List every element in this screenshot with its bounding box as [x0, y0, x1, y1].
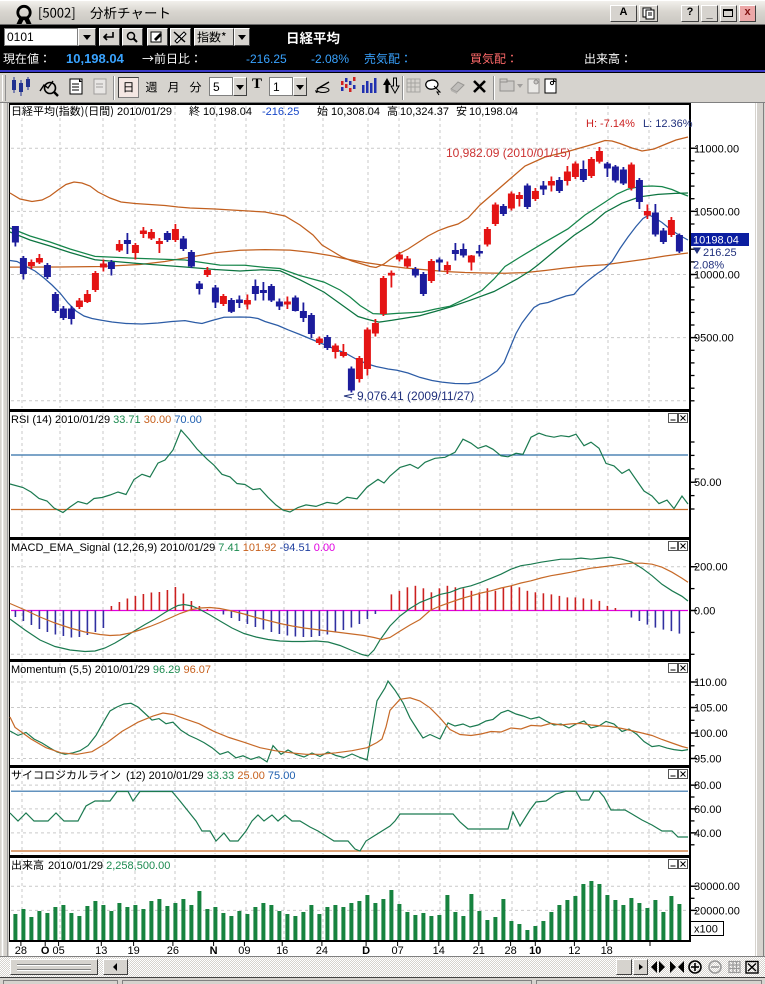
svg-text:110.00: 110.00: [694, 677, 727, 689]
svg-text:10,308.04: 10,308.04: [331, 106, 380, 118]
svg-text:O: O: [41, 945, 50, 956]
svg-text:40.00: 40.00: [694, 828, 722, 840]
svg-text:10500.00: 10500.00: [694, 206, 740, 218]
svg-text:2010/01/29: 2010/01/29: [117, 106, 172, 118]
svg-text:216.25: 216.25: [703, 247, 737, 259]
svg-text:10,324.37: 10,324.37: [400, 106, 449, 118]
svg-text:Momentum (5,5) 2010/01/29 96.2: Momentum (5,5) 2010/01/29 96.29 96.07: [11, 664, 211, 676]
svg-text:x100: x100: [694, 924, 718, 936]
svg-text:11000.00: 11000.00: [694, 143, 739, 155]
svg-text:-216.25: -216.25: [262, 106, 299, 118]
svg-text:10,198.04: 10,198.04: [203, 106, 252, 118]
svg-text:10: 10: [529, 945, 541, 956]
svg-text:16: 16: [276, 945, 288, 956]
svg-text:9,076.41 (2009/11/27): 9,076.41 (2009/11/27): [357, 389, 474, 403]
svg-text:26: 26: [167, 945, 179, 956]
svg-text:20000.00: 20000.00: [694, 905, 740, 917]
svg-text:10198.04: 10198.04: [693, 235, 739, 247]
svg-text:09: 09: [238, 945, 250, 956]
svg-text:21: 21: [473, 945, 485, 956]
svg-text:60.00: 60.00: [694, 804, 722, 816]
svg-text:RSI (14) 2010/01/29 33.71 30.0: RSI (14) 2010/01/29 33.71 30.00 70.00: [11, 414, 202, 426]
svg-text:(12) 2010/01/29 33.33 25.00 75: (12) 2010/01/29 33.33 25.00 75.00: [126, 770, 295, 782]
svg-text:MACD_EMA_Signal (12,26,9) 2010: MACD_EMA_Signal (12,26,9) 2010/01/29 7.4…: [11, 542, 335, 554]
svg-text:18: 18: [601, 945, 613, 956]
svg-text:2.08%: 2.08%: [693, 260, 724, 272]
svg-text:D: D: [362, 945, 370, 956]
svg-text:12: 12: [568, 945, 580, 956]
svg-text:200.00: 200.00: [694, 562, 728, 574]
svg-text:H: -7.14%: H: -7.14%: [586, 118, 635, 130]
svg-text:28: 28: [15, 945, 27, 956]
svg-text:L: 12.36%: L: 12.36%: [643, 118, 693, 130]
svg-text:100.00: 100.00: [694, 728, 728, 740]
svg-text:N: N: [210, 945, 218, 956]
svg-text:19: 19: [127, 945, 139, 956]
svg-text:24: 24: [316, 945, 328, 956]
svg-text:10000.00: 10000.00: [694, 270, 740, 282]
svg-text:14: 14: [433, 945, 445, 956]
svg-text:10,198.04: 10,198.04: [469, 106, 518, 118]
svg-text:105.00: 105.00: [694, 703, 728, 715]
svg-text:10,982.09 (2010/01/15): 10,982.09 (2010/01/15): [446, 146, 571, 160]
svg-text:80.00: 80.00: [694, 780, 722, 792]
svg-text:2010/01/29 2,258,500.00: 2010/01/29 2,258,500.00: [48, 860, 170, 872]
svg-text:50.00: 50.00: [694, 477, 722, 489]
svg-text:9500.00: 9500.00: [694, 333, 734, 345]
svg-text:30000.00: 30000.00: [694, 881, 740, 893]
svg-text:0.00: 0.00: [694, 606, 715, 618]
svg-text:05: 05: [52, 945, 64, 956]
svg-text:95.00: 95.00: [694, 754, 722, 766]
svg-text:13: 13: [95, 945, 107, 956]
svg-text:07: 07: [391, 945, 403, 956]
svg-text:28: 28: [504, 945, 516, 956]
